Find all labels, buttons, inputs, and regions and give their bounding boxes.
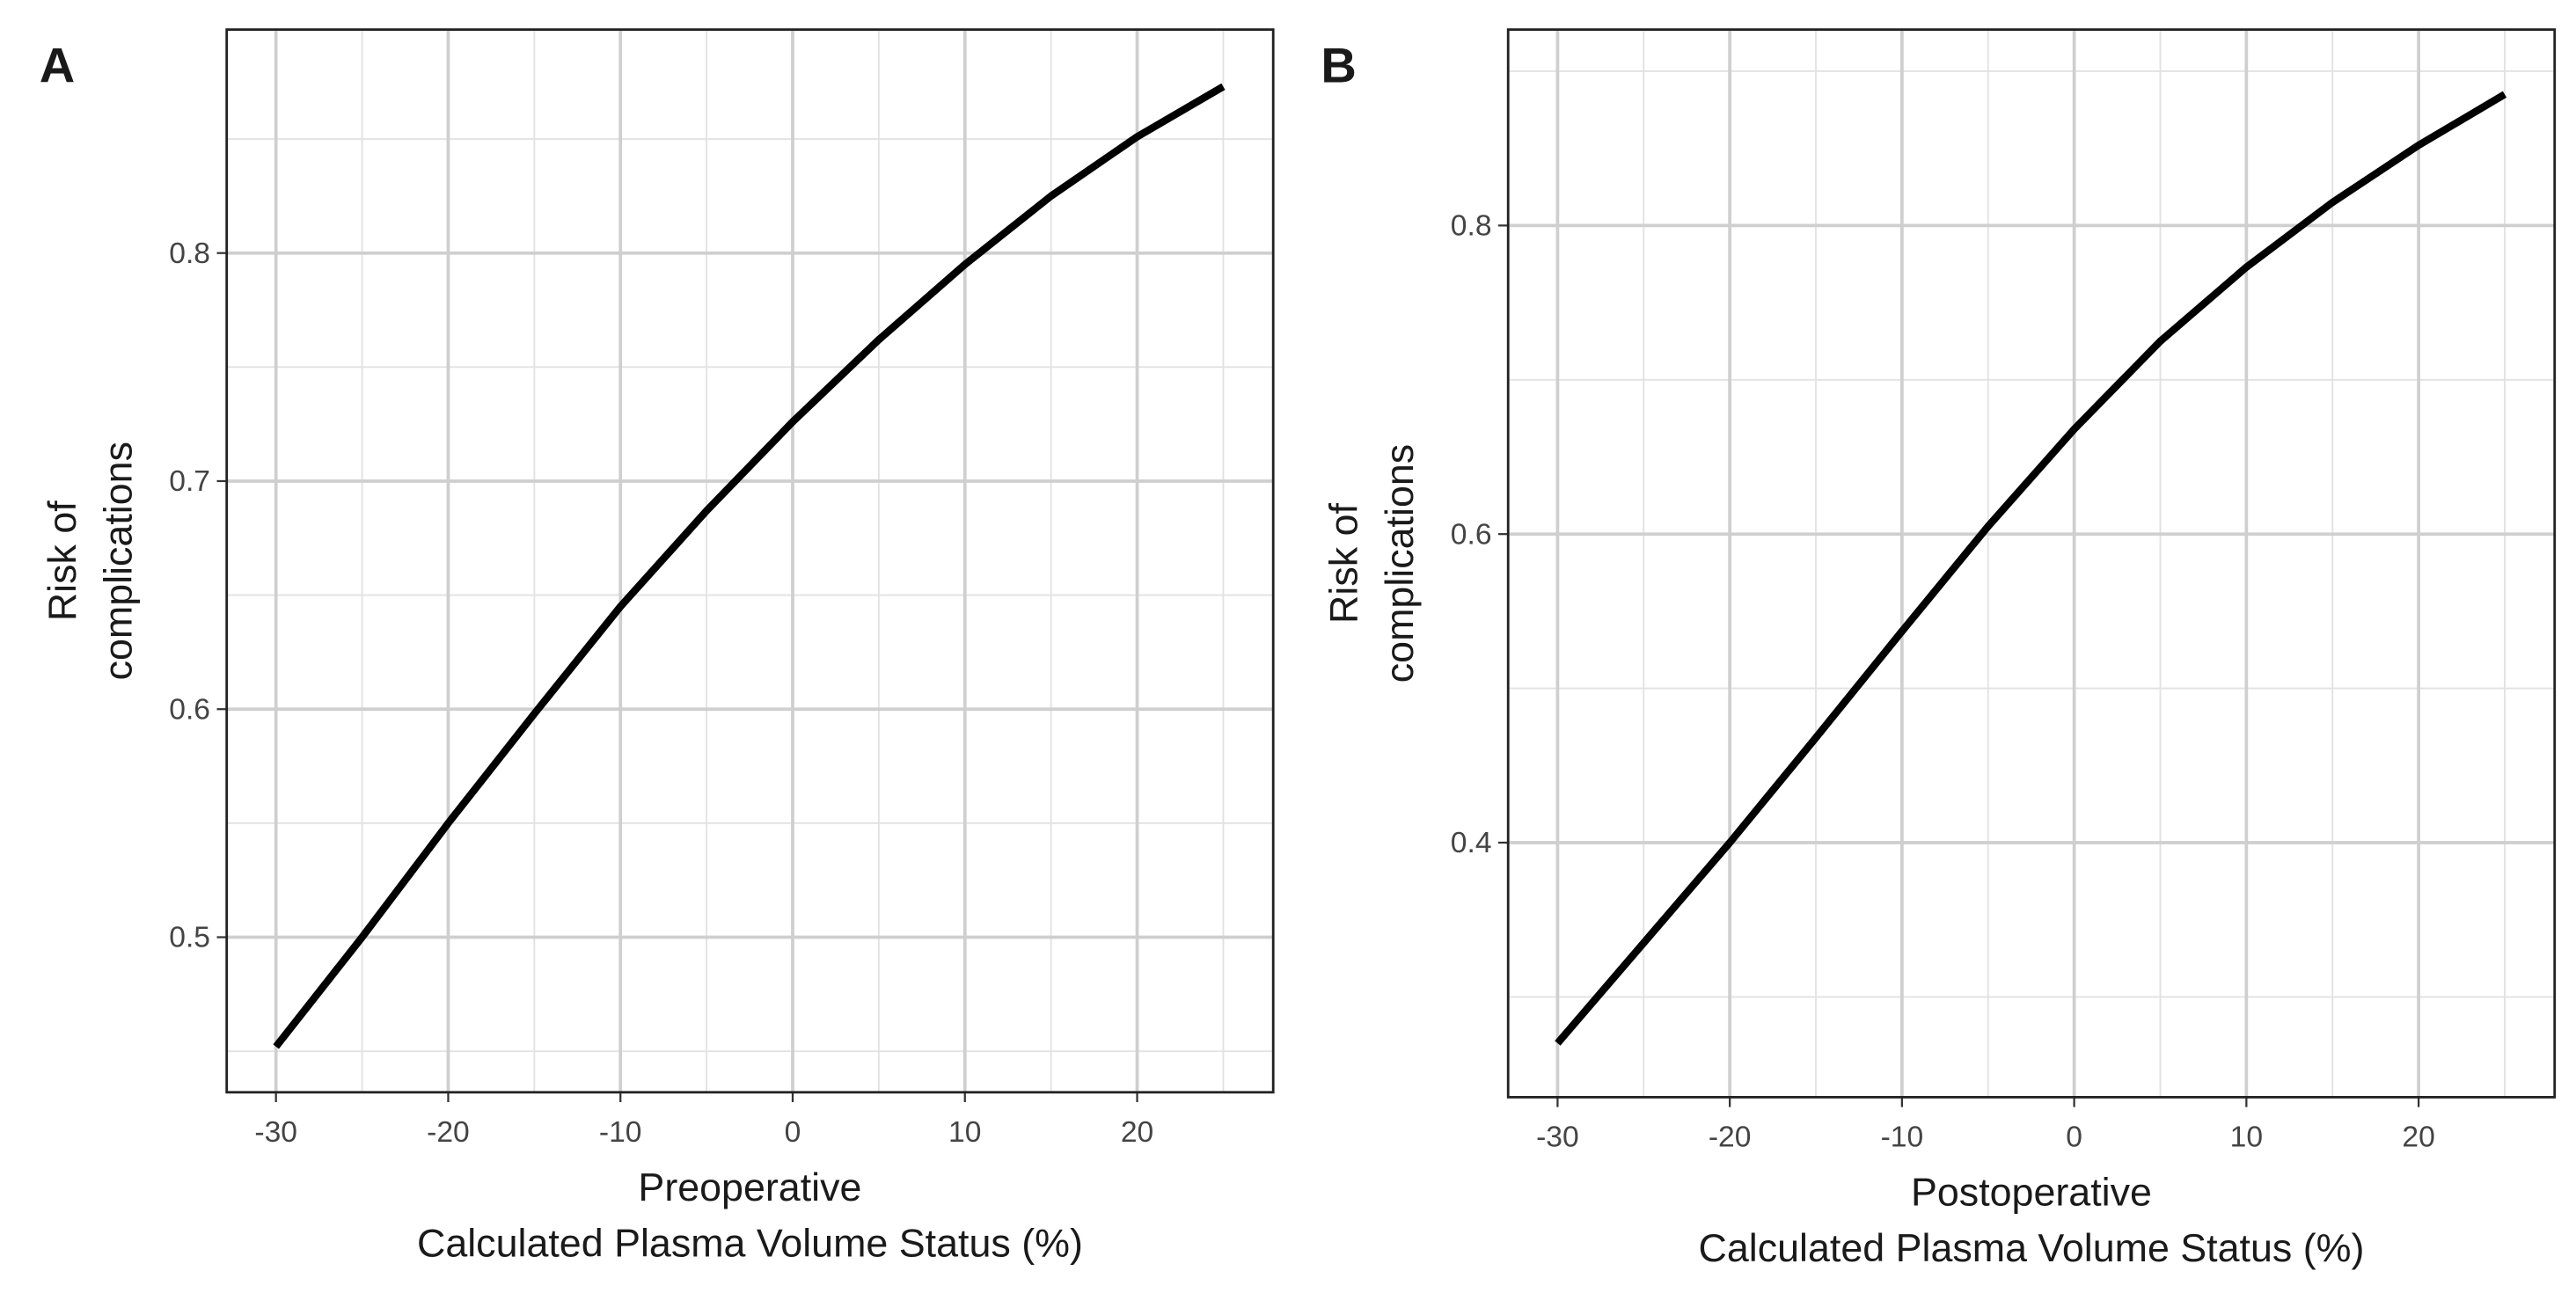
y-axis-title: complications [96,442,140,680]
x-tick-label: 20 [2402,1121,2434,1153]
plot-border [1506,28,2557,1099]
x-tick-label: 10 [948,1116,981,1149]
panel-label: A [40,37,75,92]
y-tick-label: 0.5 [169,922,210,954]
y-axis-title: Risk of [40,500,84,621]
x-tick-label: 20 [1121,1116,1153,1149]
panel-label: B [1321,37,1356,92]
x-tick-label: -30 [254,1116,297,1149]
panel: -30 -20 -10 0 10 20 0.4 0.6 0.8 B Postoperative Cal… [1321,28,2557,1270]
line-series [1555,91,2507,1046]
plot-border [225,28,1275,1094]
x-axis-title: Postoperative [1911,1171,2152,1215]
line-series [273,83,1226,1049]
y-tick-label: 0.6 [169,693,210,726]
panel: -30 -20 -10 0 10 20 0.5 0.6 0.7 0.8 A Preoperative C… [40,28,1275,1266]
x-axis-title: Calculated Plasma Volume Status (%) [1699,1226,2365,1270]
y-axis-title: complications [1378,444,1422,683]
y-tick-label: 0.6 [1451,518,1492,551]
x-tick-label: -20 [427,1116,470,1149]
y-tick-label: 0.8 [169,237,210,270]
y-tick-label: 0.8 [1451,210,1492,243]
x-tick-label: -20 [1709,1121,1752,1153]
x-tick-label: 0 [785,1116,801,1149]
plot-background [226,29,1274,1092]
x-axis-title: Preoperative [638,1165,861,1209]
x-tick-label: -10 [1881,1121,1924,1153]
x-axis-title: Calculated Plasma Volume Status (%) [417,1222,1083,1266]
plot-background [1508,29,2555,1098]
y-axis-title: Risk of [1321,503,1365,624]
x-tick-label: -10 [599,1116,642,1149]
x-tick-label: 10 [2230,1121,2263,1153]
x-tick-label: -30 [1536,1121,1579,1153]
y-tick-label: 0.7 [169,465,210,498]
x-tick-label: 0 [2066,1121,2082,1153]
y-tick-label: 0.4 [1451,827,1492,859]
